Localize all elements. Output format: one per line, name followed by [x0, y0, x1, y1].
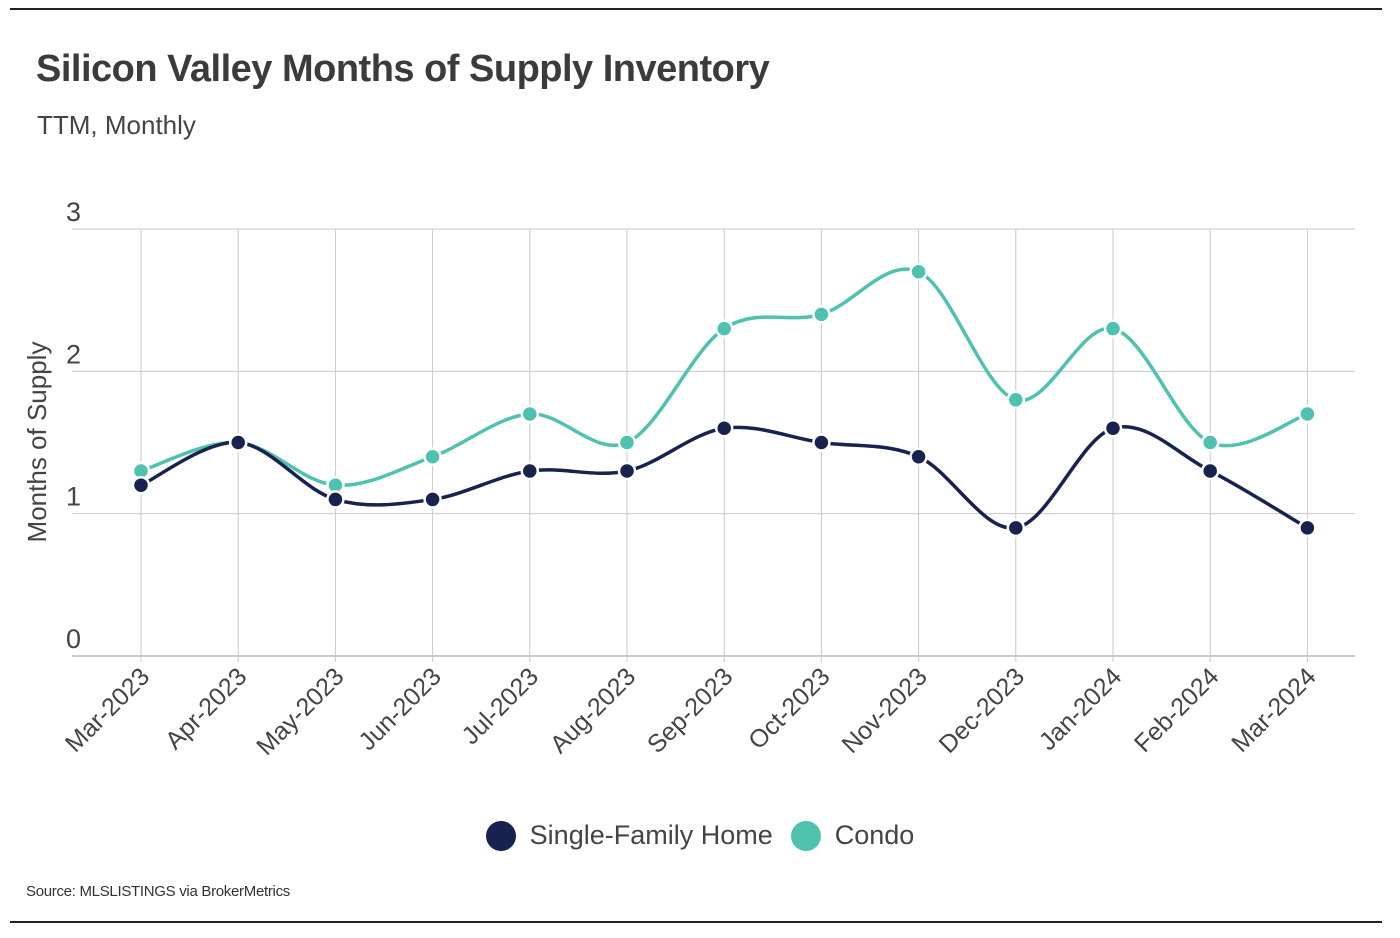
legend-marker-sfh	[485, 820, 516, 851]
y-tick-label: 1	[66, 482, 81, 512]
x-tick-label: May-2023	[251, 662, 349, 760]
data-point-condo	[1006, 390, 1026, 410]
bottom-rule	[10, 921, 1382, 923]
x-tick-label: Jul-2023	[456, 662, 544, 750]
chart-subtitle: TTM, Monthly	[37, 110, 196, 140]
y-axis-title: Months of Supply	[22, 342, 52, 543]
legend-marker-condo	[790, 820, 821, 851]
x-tick-label: Jun-2023	[353, 662, 447, 756]
legend-label-condo: Condo	[834, 820, 915, 850]
legend-label-sfh: Single-Family Home	[529, 820, 773, 850]
data-point-sfh	[1200, 461, 1220, 481]
data-point-sfh	[228, 433, 248, 452]
x-tick-label: Oct-2023	[743, 662, 836, 755]
data-point-sfh	[1298, 518, 1317, 538]
legend-item-sfh: Single-Family Home	[485, 820, 773, 851]
data-point-sfh	[1006, 518, 1026, 538]
data-points	[131, 262, 1317, 538]
x-tick-label: Apr-2023	[160, 662, 253, 755]
x-tick-label: Aug-2023	[545, 662, 641, 758]
data-point-condo	[1298, 404, 1317, 424]
legend-item-condo: Condo	[790, 820, 915, 851]
data-point-condo	[1103, 319, 1123, 338]
grid-lines	[72, 228, 1355, 662]
data-point-sfh	[326, 490, 345, 509]
data-point-condo	[423, 447, 442, 466]
data-point-condo	[812, 305, 831, 324]
data-point-sfh	[909, 447, 928, 466]
data-point-sfh	[423, 490, 442, 509]
data-point-condo	[617, 433, 637, 452]
x-tick-label: Feb-2024	[1129, 662, 1225, 758]
data-point-sfh	[617, 461, 637, 481]
x-tick-label: Dec-2023	[934, 662, 1030, 758]
data-point-condo	[520, 404, 540, 424]
data-point-condo	[1200, 433, 1220, 452]
data-point-condo	[909, 262, 928, 281]
source-note: Source: MLSLISTINGS via BrokerMetrics	[26, 883, 290, 900]
data-point-sfh	[714, 419, 734, 438]
x-tick-label: Mar-2023	[60, 662, 155, 757]
x-tick-label: Mar-2024	[1226, 662, 1322, 758]
top-rule	[10, 8, 1382, 10]
data-point-sfh	[131, 475, 151, 495]
y-tick-label: 2	[66, 339, 81, 369]
data-point-sfh	[520, 461, 540, 481]
y-tick-label: 3	[66, 197, 81, 227]
data-point-condo	[714, 319, 734, 338]
x-tick-label: Sep-2023	[642, 662, 738, 758]
data-point-sfh	[1103, 419, 1123, 438]
data-point-sfh	[812, 433, 831, 452]
x-tick-label: Jan-2024	[1034, 662, 1128, 756]
chart-title: Silicon Valley Months of Supply Inventor…	[36, 48, 770, 90]
x-tick-label: Nov-2023	[836, 662, 932, 758]
y-tick-label: 0	[66, 624, 81, 654]
legend: Single-Family Home Condo	[0, 820, 1400, 851]
